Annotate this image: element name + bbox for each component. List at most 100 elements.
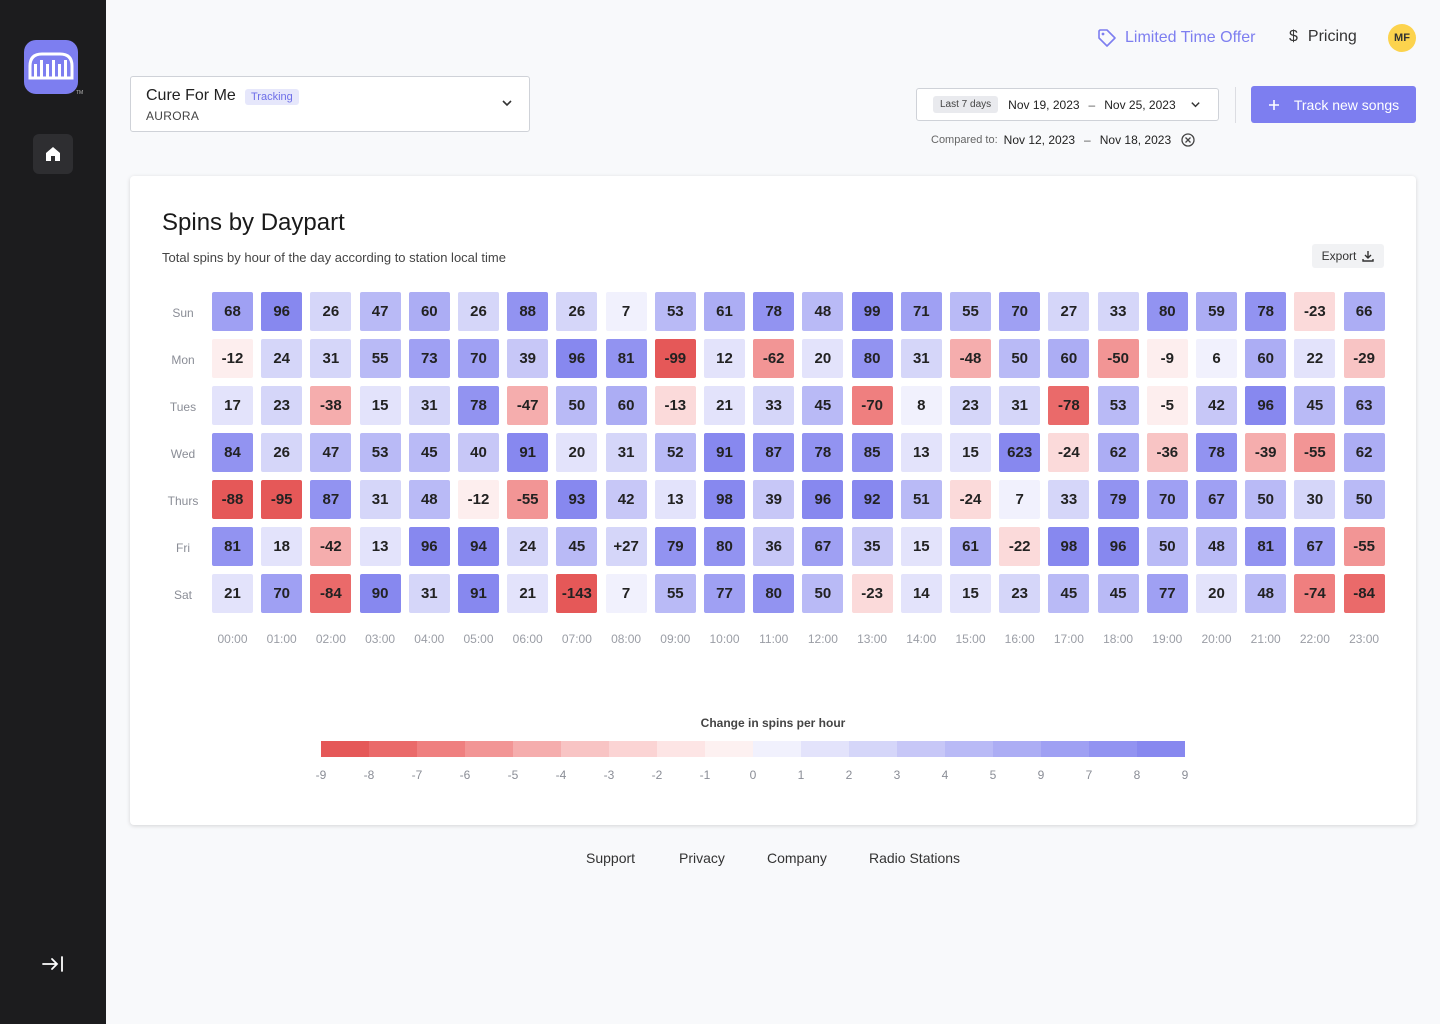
heatmap-cell[interactable]: 31 xyxy=(605,433,647,472)
heatmap-cell[interactable]: 98 xyxy=(1048,527,1090,566)
heatmap-cell[interactable]: 26 xyxy=(310,292,352,331)
heatmap-cell[interactable]: 80 xyxy=(1146,292,1188,331)
heatmap-cell[interactable]: 87 xyxy=(753,433,795,472)
heatmap-cell[interactable]: 77 xyxy=(1146,574,1188,613)
heatmap-cell[interactable]: 27 xyxy=(1048,292,1090,331)
export-button[interactable]: Export xyxy=(1312,244,1384,268)
heatmap-cell[interactable]: -99 xyxy=(654,339,696,378)
heatmap-cell[interactable]: 35 xyxy=(851,527,893,566)
heatmap-cell[interactable]: -88 xyxy=(212,480,253,519)
heatmap-cell[interactable]: -29 xyxy=(1343,339,1385,378)
heatmap-cell[interactable]: 78 xyxy=(1196,433,1237,472)
heatmap-cell[interactable]: 20 xyxy=(802,339,844,378)
heatmap-cell[interactable]: 33 xyxy=(753,386,795,425)
heatmap-cell[interactable]: -50 xyxy=(1097,339,1139,378)
heatmap-cell[interactable]: 96 xyxy=(802,480,844,519)
heatmap-cell[interactable]: 7 xyxy=(999,480,1041,519)
heatmap-cell[interactable]: 80 xyxy=(851,339,893,378)
heatmap-cell[interactable]: 52 xyxy=(654,433,696,472)
heatmap-cell[interactable]: 21 xyxy=(507,574,549,613)
heatmap-cell[interactable]: 96 xyxy=(556,339,598,378)
heatmap-cell[interactable]: -48 xyxy=(950,339,991,378)
heatmap-cell[interactable]: +27 xyxy=(605,527,647,566)
heatmap-cell[interactable]: 96 xyxy=(1245,386,1287,425)
heatmap-cell[interactable]: -42 xyxy=(310,527,352,566)
heatmap-cell[interactable]: -23 xyxy=(1294,292,1336,331)
heatmap-cell[interactable]: 91 xyxy=(507,433,549,472)
heatmap-cell[interactable]: 23 xyxy=(950,386,991,425)
heatmap-cell[interactable]: 81 xyxy=(1245,527,1287,566)
heatmap-cell[interactable]: 18 xyxy=(261,527,303,566)
limited-offer-link[interactable]: Limited Time Offer xyxy=(1097,28,1255,48)
heatmap-cell[interactable]: 87 xyxy=(310,480,352,519)
heatmap-cell[interactable]: -55 xyxy=(507,480,549,519)
heatmap-cell[interactable]: 31 xyxy=(900,339,942,378)
heatmap-cell[interactable]: 63 xyxy=(1343,386,1385,425)
heatmap-cell[interactable]: 21 xyxy=(212,574,253,613)
heatmap-cell[interactable]: -84 xyxy=(310,574,352,613)
heatmap-cell[interactable]: 78 xyxy=(802,433,844,472)
heatmap-cell[interactable]: 50 xyxy=(802,574,844,613)
avatar[interactable]: MF xyxy=(1388,24,1416,52)
heatmap-cell[interactable]: 15 xyxy=(950,433,991,472)
heatmap-cell[interactable]: 81 xyxy=(212,527,253,566)
heatmap-cell[interactable]: -24 xyxy=(950,480,991,519)
clear-compare-button[interactable] xyxy=(1181,133,1195,147)
heatmap-cell[interactable]: 12 xyxy=(704,339,745,378)
heatmap-cell[interactable]: 55 xyxy=(950,292,991,331)
heatmap-cell[interactable]: 96 xyxy=(261,292,303,331)
heatmap-cell[interactable]: -39 xyxy=(1245,433,1287,472)
heatmap-cell[interactable]: -12 xyxy=(458,480,499,519)
heatmap-cell[interactable]: 13 xyxy=(654,480,696,519)
heatmap-cell[interactable]: 42 xyxy=(605,480,647,519)
heatmap-cell[interactable]: 88 xyxy=(507,292,549,331)
heatmap-cell[interactable]: 51 xyxy=(900,480,942,519)
heatmap-cell[interactable]: 42 xyxy=(1196,386,1237,425)
heatmap-cell[interactable]: 26 xyxy=(556,292,598,331)
footer-link-company[interactable]: Company xyxy=(767,850,827,866)
heatmap-cell[interactable]: 22 xyxy=(1294,339,1336,378)
heatmap-cell[interactable]: 31 xyxy=(408,386,450,425)
heatmap-cell[interactable]: 45 xyxy=(1048,574,1090,613)
heatmap-cell[interactable]: 48 xyxy=(1245,574,1287,613)
heatmap-cell[interactable]: 99 xyxy=(851,292,893,331)
heatmap-cell[interactable]: 98 xyxy=(704,480,745,519)
heatmap-cell[interactable]: -74 xyxy=(1294,574,1336,613)
heatmap-cell[interactable]: 45 xyxy=(802,386,844,425)
nav-home-button[interactable] xyxy=(33,134,73,174)
heatmap-cell[interactable]: 7 xyxy=(605,574,647,613)
heatmap-cell[interactable]: 23 xyxy=(261,386,303,425)
heatmap-cell[interactable]: 50 xyxy=(1146,527,1188,566)
heatmap-cell[interactable]: 50 xyxy=(1245,480,1287,519)
pricing-link[interactable]: $ Pricing xyxy=(1289,28,1357,46)
heatmap-cell[interactable]: -23 xyxy=(851,574,893,613)
heatmap-cell[interactable]: 55 xyxy=(654,574,696,613)
heatmap-cell[interactable]: -70 xyxy=(851,386,893,425)
heatmap-cell[interactable]: 96 xyxy=(408,527,450,566)
heatmap-cell[interactable]: 50 xyxy=(556,386,598,425)
heatmap-cell[interactable]: 33 xyxy=(1048,480,1090,519)
heatmap-cell[interactable]: 53 xyxy=(359,433,401,472)
heatmap-cell[interactable]: 60 xyxy=(408,292,450,331)
heatmap-cell[interactable]: -36 xyxy=(1146,433,1188,472)
heatmap-cell[interactable]: -95 xyxy=(261,480,303,519)
heatmap-cell[interactable]: 39 xyxy=(753,480,795,519)
footer-link-radio-stations[interactable]: Radio Stations xyxy=(869,850,961,866)
heatmap-cell[interactable]: 36 xyxy=(753,527,795,566)
heatmap-cell[interactable]: 20 xyxy=(556,433,598,472)
heatmap-cell[interactable]: 60 xyxy=(1048,339,1090,378)
heatmap-cell[interactable]: 48 xyxy=(802,292,844,331)
heatmap-cell[interactable]: 7 xyxy=(605,292,647,331)
heatmap-cell[interactable]: 6 xyxy=(1196,339,1237,378)
heatmap-cell[interactable]: 30 xyxy=(1294,480,1336,519)
heatmap-cell[interactable]: -13 xyxy=(654,386,696,425)
heatmap-cell[interactable]: 40 xyxy=(458,433,499,472)
heatmap-cell[interactable]: 90 xyxy=(359,574,401,613)
heatmap-cell[interactable]: 78 xyxy=(458,386,499,425)
heatmap-cell[interactable]: -143 xyxy=(556,574,598,613)
heatmap-cell[interactable]: 24 xyxy=(507,527,549,566)
heatmap-cell[interactable]: 53 xyxy=(1097,386,1139,425)
heatmap-cell[interactable]: 92 xyxy=(851,480,893,519)
heatmap-cell[interactable]: 79 xyxy=(1097,480,1139,519)
heatmap-cell[interactable]: 26 xyxy=(458,292,499,331)
